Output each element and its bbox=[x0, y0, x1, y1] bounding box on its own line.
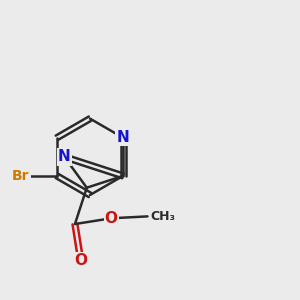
Text: CH₃: CH₃ bbox=[151, 210, 176, 223]
Text: N: N bbox=[58, 149, 71, 164]
Text: O: O bbox=[74, 253, 87, 268]
Text: O: O bbox=[105, 211, 118, 226]
Text: Br: Br bbox=[12, 169, 29, 183]
Text: N: N bbox=[117, 130, 129, 145]
